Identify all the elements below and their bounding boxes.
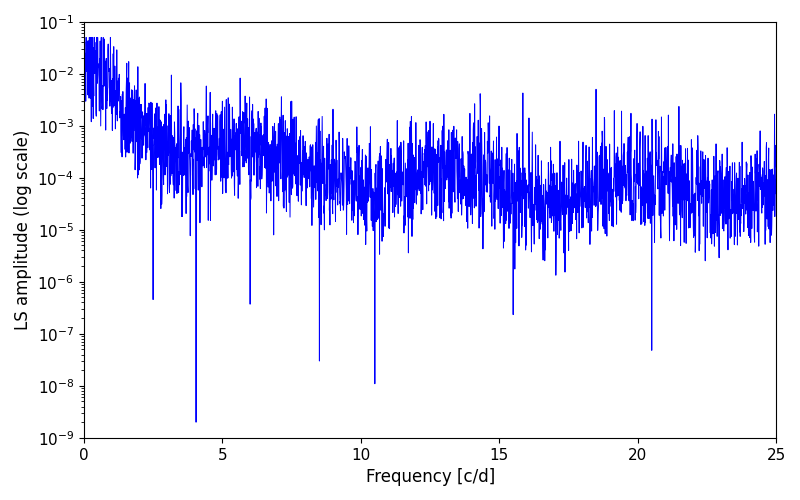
Y-axis label: LS amplitude (log scale): LS amplitude (log scale) bbox=[14, 130, 32, 330]
X-axis label: Frequency [c/d]: Frequency [c/d] bbox=[366, 468, 494, 486]
